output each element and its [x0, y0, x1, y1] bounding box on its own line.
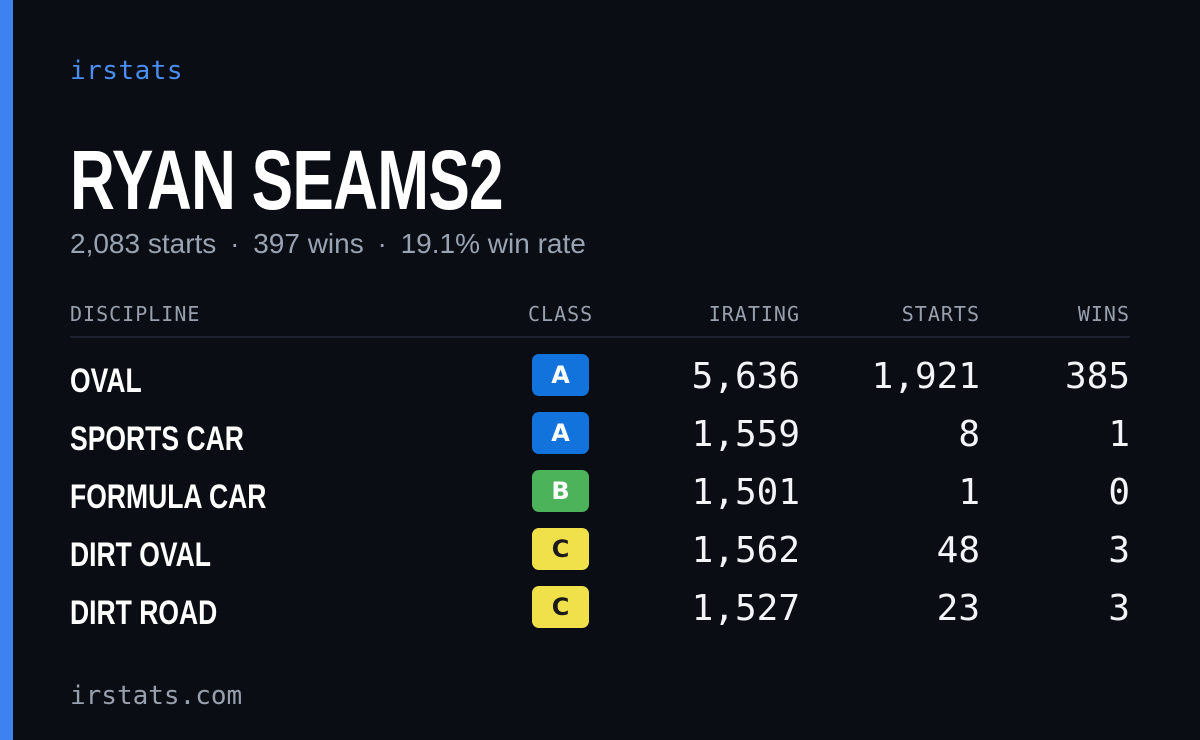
table-row: OVAL A 5,636 1,921 385: [70, 354, 1130, 412]
class-badge: A: [532, 354, 589, 396]
wins-value: 0: [1108, 472, 1130, 513]
class-badge: A: [532, 412, 589, 454]
player-name: RYAN SEAMS2: [70, 133, 504, 227]
wins-value: 3: [1108, 588, 1130, 629]
discipline-name: FORMULA CAR: [70, 478, 267, 516]
summary-wins: 397 wins: [253, 228, 364, 259]
irating-value: 1,527: [691, 588, 800, 629]
class-badge: C: [532, 528, 589, 570]
summary-separator: ·: [377, 228, 387, 259]
column-header-class: CLASS: [528, 302, 594, 326]
starts-value: 23: [936, 588, 980, 629]
class-badge: C: [532, 586, 589, 628]
player-summary: 2,083 starts · 397 wins · 19.1% win rate: [70, 228, 586, 260]
irating-value: 1,562: [691, 530, 800, 571]
summary-starts: 2,083 starts: [70, 228, 217, 259]
starts-value: 1,921: [871, 356, 980, 397]
starts-value: 1: [958, 472, 980, 513]
table-row: FORMULA CAR B 1,501 1 0: [70, 470, 1130, 528]
class-badge: B: [532, 470, 589, 512]
wins-value: 385: [1064, 356, 1130, 397]
table-row: SPORTS CAR A 1,559 8 1: [70, 412, 1130, 470]
brand-logo: irstats: [70, 56, 184, 86]
irating-value: 1,501: [691, 472, 800, 513]
summary-win-rate: 19.1% win rate: [400, 228, 586, 259]
column-header-wins: WINS: [1077, 302, 1130, 326]
wins-value: 1: [1108, 414, 1130, 455]
discipline-name: OVAL: [70, 362, 142, 400]
table-row: DIRT ROAD C 1,527 23 3: [70, 586, 1130, 644]
column-header-discipline: DISCIPLINE: [70, 302, 201, 326]
irating-value: 5,636: [691, 356, 800, 397]
table-row: DIRT OVAL C 1,562 48 3: [70, 528, 1130, 586]
wins-value: 3: [1108, 530, 1130, 571]
column-header-starts: STARTS: [901, 302, 980, 326]
summary-separator: ·: [230, 228, 240, 259]
footer-url: irstats.com: [70, 681, 243, 711]
starts-value: 8: [958, 414, 980, 455]
table-header: DISCIPLINE CLASS IRATING STARTS WINS: [70, 298, 1130, 338]
discipline-name: SPORTS CAR: [70, 420, 244, 458]
irating-value: 1,559: [691, 414, 800, 455]
column-header-irating: IRATING: [708, 302, 800, 326]
accent-bar: [0, 0, 13, 740]
table-body: OVAL A 5,636 1,921 385 SPORTS CAR A 1,55…: [70, 354, 1130, 644]
discipline-name: DIRT OVAL: [70, 536, 211, 574]
discipline-name: DIRT ROAD: [70, 594, 218, 632]
discipline-stats-table: DISCIPLINE CLASS IRATING STARTS WINS OVA…: [70, 298, 1130, 644]
starts-value: 48: [936, 530, 980, 571]
